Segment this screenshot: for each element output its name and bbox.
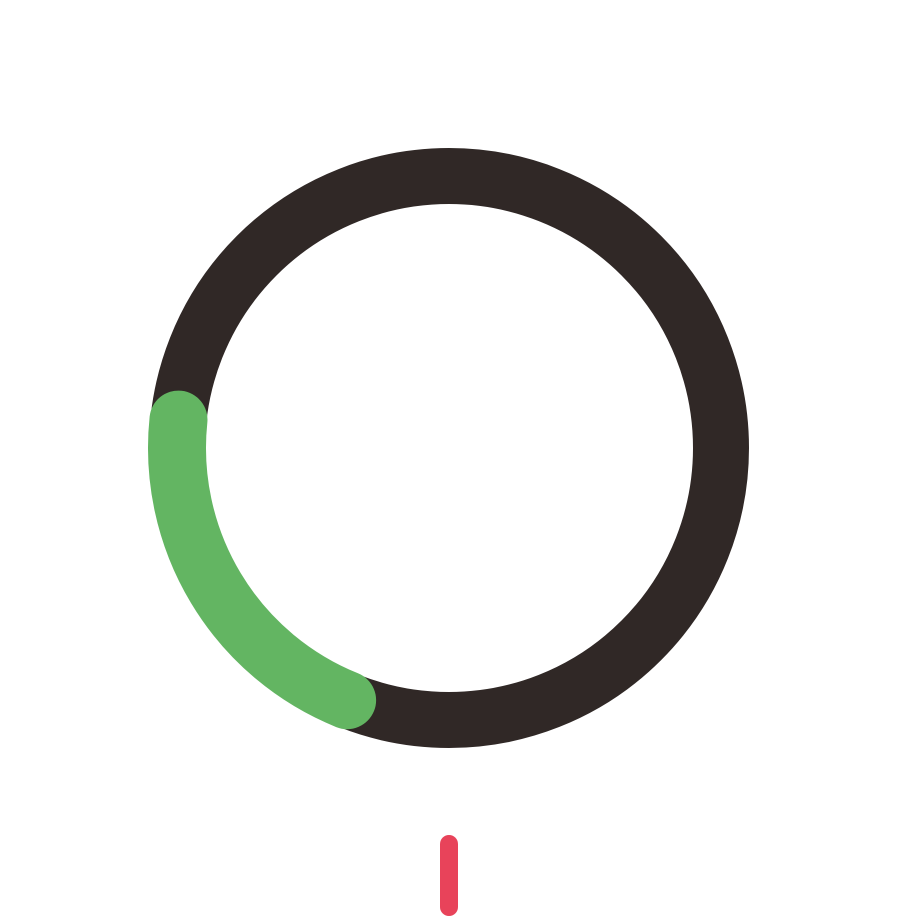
ring-progress-arc	[148, 390, 377, 730]
